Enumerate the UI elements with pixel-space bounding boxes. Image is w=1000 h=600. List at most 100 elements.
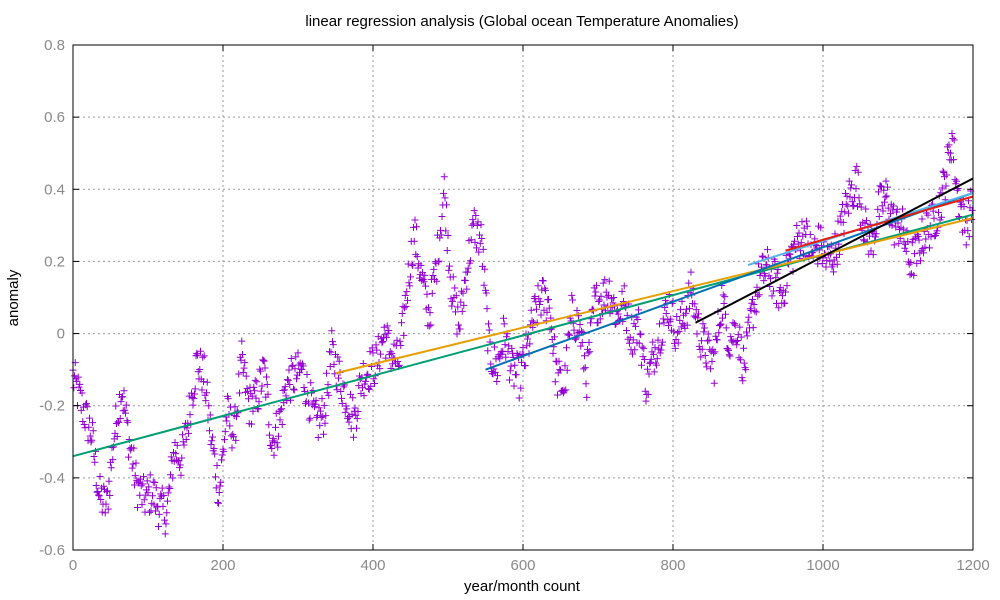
data-point <box>775 304 783 312</box>
data-point <box>212 484 220 492</box>
data-point <box>456 325 464 333</box>
data-point <box>524 335 531 343</box>
data-point <box>803 217 810 225</box>
data-point <box>180 441 188 449</box>
data-point <box>911 250 918 258</box>
data-point <box>272 409 280 417</box>
data-point <box>161 516 168 524</box>
data-point <box>642 397 650 405</box>
data-point <box>584 349 592 357</box>
data-point <box>679 320 687 328</box>
data-point <box>457 298 465 306</box>
data-point <box>449 273 457 281</box>
data-point <box>337 387 345 395</box>
data-point <box>260 357 267 365</box>
data-point <box>467 236 475 244</box>
data-point <box>411 216 419 224</box>
data-point <box>734 336 741 344</box>
data-point <box>401 304 408 312</box>
data-point <box>290 385 297 393</box>
data-point <box>129 460 137 468</box>
data-point <box>228 444 236 452</box>
data-point <box>500 314 507 322</box>
data-point <box>695 342 703 350</box>
data-point <box>475 248 483 256</box>
data-point <box>716 322 723 330</box>
data-point <box>112 402 120 410</box>
data-point <box>836 250 843 258</box>
data-point <box>329 338 336 346</box>
data-point <box>749 296 756 304</box>
data-point <box>115 418 123 426</box>
data-point <box>938 184 946 192</box>
data-point <box>549 349 557 357</box>
data-point <box>869 251 877 259</box>
data-point <box>123 417 131 425</box>
data-point <box>107 464 115 472</box>
regression-line <box>695 177 974 324</box>
data-point <box>512 371 520 379</box>
data-point <box>902 247 910 255</box>
data-point <box>874 205 882 213</box>
data-point <box>274 443 282 451</box>
data-point <box>704 330 712 338</box>
data-point <box>379 337 387 345</box>
data-point <box>882 177 890 185</box>
data-point <box>155 510 163 518</box>
data-point <box>455 321 462 329</box>
data-point <box>270 451 278 459</box>
data-point <box>724 345 732 353</box>
data-point <box>164 497 171 505</box>
data-point <box>526 340 534 348</box>
data-point <box>153 502 161 510</box>
data-point <box>232 436 240 444</box>
data-point <box>92 482 100 490</box>
data-point <box>437 226 444 234</box>
data-point <box>134 504 141 512</box>
data-point <box>713 336 721 344</box>
data-point <box>557 366 564 374</box>
data-point <box>86 414 93 422</box>
data-point <box>89 419 96 427</box>
data-point <box>125 453 132 461</box>
data-point <box>907 258 915 266</box>
data-point <box>737 333 745 341</box>
data-point <box>644 365 651 373</box>
data-point <box>474 218 482 226</box>
data-point <box>798 218 806 226</box>
data-point <box>131 472 139 480</box>
data-point <box>422 282 429 290</box>
data-point <box>877 182 885 190</box>
data-point <box>223 417 231 425</box>
data-point <box>634 316 642 324</box>
data-point <box>355 382 363 390</box>
data-point <box>400 331 408 339</box>
data-point <box>139 480 147 488</box>
data-point <box>651 344 659 352</box>
data-point <box>268 445 276 453</box>
data-point <box>285 366 293 374</box>
data-point <box>460 301 468 309</box>
data-point <box>190 395 198 403</box>
data-point <box>583 393 591 401</box>
data-point <box>555 357 563 365</box>
data-point <box>846 193 854 201</box>
data-point <box>566 331 573 339</box>
data-point <box>534 282 542 290</box>
data-point <box>960 203 968 211</box>
data-point <box>320 402 328 410</box>
data-point <box>320 430 327 438</box>
data-point <box>962 241 970 249</box>
data-point <box>528 317 536 325</box>
data-point <box>319 413 327 421</box>
data-point <box>924 211 932 219</box>
data-point <box>335 357 343 365</box>
data-point <box>637 331 645 339</box>
data-point <box>857 203 865 211</box>
data-point <box>703 363 711 371</box>
data-point <box>884 183 891 191</box>
data-point <box>165 483 173 491</box>
data-point <box>504 348 512 356</box>
data-point <box>423 290 431 298</box>
